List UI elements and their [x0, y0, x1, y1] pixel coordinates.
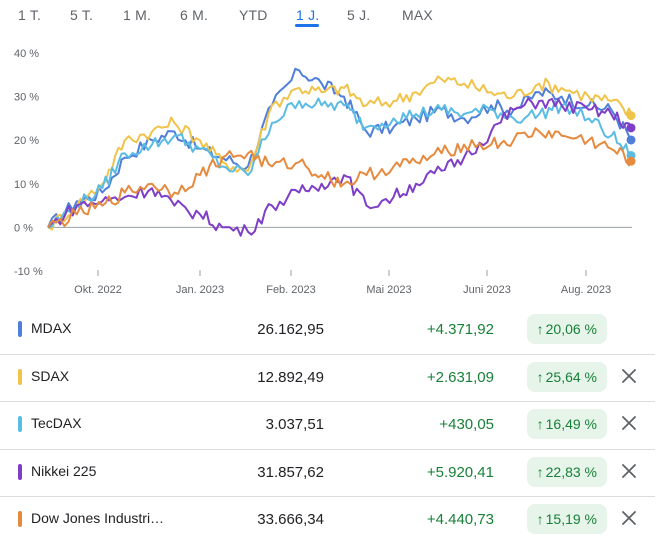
- table-row[interactable]: Nikkei 225 31.857,62 +5.920,41 ↑ 22,83 %: [0, 448, 659, 497]
- index-name: TecDAX: [31, 415, 82, 431]
- series-line-nikkei-225: [47, 97, 633, 237]
- tab-1-t[interactable]: 1 T.: [18, 7, 42, 23]
- y-tick-label: 10 %: [14, 179, 39, 191]
- tab-1-m[interactable]: 1 M.: [123, 7, 152, 23]
- percent-change-value: 25,64 %: [545, 368, 597, 385]
- percent-change-badge: ↑ 22,83 %: [526, 456, 607, 487]
- percent-change-value: 20,06 %: [545, 321, 597, 337]
- table-row[interactable]: SDAX 12.892,49 +2.631,09 ↑ 25,64 %: [0, 353, 659, 402]
- arrow-up-icon: ↑: [536, 416, 544, 432]
- series-line-mdax: [47, 67, 633, 228]
- x-tick-label: Mai 2023: [366, 284, 411, 296]
- table-row[interactable]: MDAX 26.162,95 +4.371,92 ↑ 20,06 %: [0, 306, 659, 354]
- index-price: 33.666,34: [257, 511, 324, 528]
- index-name: Nikkei 225: [31, 462, 97, 479]
- index-price: 26.162,95: [257, 321, 324, 338]
- x-tick-label: Juni 2023: [463, 284, 511, 296]
- arrow-up-icon: ↑: [536, 321, 544, 337]
- series-end-marker-dow-jones-industri: [626, 156, 636, 166]
- performance-chart: 40 % 30 % 20 % 10 % 0 % -10 % Okt. 2022 Jan. 20…: [14, 48, 636, 296]
- series-line-dow-jones-industri: [47, 127, 633, 228]
- table-row[interactable]: Dow Jones Industri… 33.666,34 +4.440,73 ↑ 15…: [0, 496, 659, 544]
- index-price: 12.892,49: [257, 368, 324, 386]
- percent-change-value: 22,83 %: [545, 463, 597, 480]
- index-name: SDAX: [31, 367, 70, 384]
- series-end-marker-nikkei-225: [626, 123, 636, 133]
- series-line-tecdax: [47, 97, 633, 229]
- series-color-swatch: [18, 463, 22, 480]
- y-tick-label: -10 %: [14, 266, 43, 278]
- percent-change-badge: ↑ 15,19 %: [526, 504, 607, 534]
- table-row[interactable]: TecDAX 3.037,51 +430,05 ↑ 16,49 %: [0, 401, 659, 449]
- y-tick-label: 0 %: [14, 222, 33, 234]
- x-tick-label: Aug. 2023: [561, 284, 611, 296]
- index-price: 31.857,62: [257, 463, 324, 481]
- x-tick-label: Jan. 2023: [176, 284, 224, 296]
- index-price: 3.037,51: [265, 416, 324, 433]
- arrow-up-icon: ↑: [536, 368, 544, 385]
- y-tick-label: 20 %: [14, 135, 39, 147]
- tab-5-j[interactable]: 5 J.: [347, 7, 371, 23]
- series-color-swatch: [18, 416, 22, 432]
- absolute-change: +430,05: [439, 416, 494, 433]
- percent-change-value: 15,19 %: [545, 511, 597, 527]
- row-divider: [0, 353, 655, 355]
- row-divider: [0, 448, 655, 450]
- percent-change-badge: ↑ 20,06 %: [526, 314, 607, 344]
- close-icon[interactable]: [620, 462, 638, 480]
- series-end-marker-sdax: [626, 111, 636, 121]
- index-name: MDAX: [31, 320, 72, 336]
- y-tick-label: 30 %: [14, 92, 39, 104]
- x-tick-label: Okt. 2022: [74, 284, 122, 296]
- series-end-marker-mdax: [626, 135, 636, 145]
- close-icon[interactable]: [620, 367, 638, 385]
- percent-change-badge: ↑ 16,49 %: [526, 409, 607, 439]
- absolute-change: +4.440,73: [426, 511, 494, 528]
- tab-max[interactable]: MAX: [402, 7, 433, 23]
- time-range-tabs: 1 T. 5 T. 1 M. 6 M. YTD 1 J. 5 J. MAX: [0, 0, 659, 34]
- close-icon[interactable]: [620, 509, 638, 527]
- percent-change-badge: ↑ 25,64 %: [526, 361, 607, 392]
- row-divider: [0, 496, 655, 497]
- row-divider: [0, 401, 655, 402]
- close-icon[interactable]: [620, 414, 638, 432]
- absolute-change: +4.371,92: [426, 321, 494, 338]
- y-tick-label: 40 %: [14, 48, 39, 60]
- tab-ytd[interactable]: YTD: [239, 7, 268, 23]
- tab-6-m[interactable]: 6 M.: [180, 7, 209, 23]
- index-name: Dow Jones Industri…: [31, 510, 165, 526]
- tab-1-j[interactable]: 1 J.: [296, 7, 320, 23]
- absolute-change: +2.631,09: [426, 368, 494, 386]
- series-line-sdax: [47, 75, 633, 231]
- series-color-swatch: [18, 321, 22, 337]
- percent-change-value: 16,49 %: [545, 416, 597, 432]
- series-color-swatch: [18, 368, 22, 385]
- arrow-up-icon: ↑: [536, 463, 544, 480]
- absolute-change: +5.920,41: [426, 463, 494, 481]
- arrow-up-icon: ↑: [536, 511, 544, 527]
- active-tab-indicator: [295, 24, 319, 27]
- series-color-swatch: [18, 511, 22, 527]
- tab-5-t[interactable]: 5 T.: [70, 7, 94, 23]
- x-tick-label: Feb. 2023: [266, 284, 316, 296]
